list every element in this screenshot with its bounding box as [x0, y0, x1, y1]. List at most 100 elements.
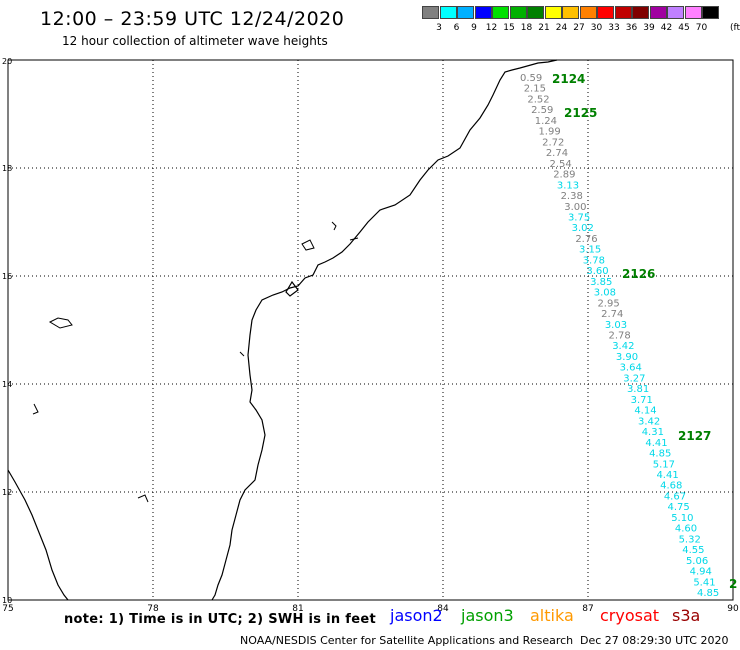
pass-number-label: 2126	[622, 267, 655, 281]
y-tick-label: 14	[2, 380, 12, 389]
wave-height-label: 3.60	[586, 266, 608, 277]
legend-label: 15	[503, 23, 515, 33]
wave-height-label: 4.85	[697, 588, 719, 599]
legend-swatch	[492, 6, 509, 19]
wave-height-label: 3.00	[564, 202, 586, 213]
legend-swatch	[474, 6, 492, 19]
map-frame	[7, 59, 734, 601]
legend-swatch	[527, 6, 544, 19]
legend-swatch	[562, 6, 579, 19]
legend-label: 18	[520, 23, 533, 33]
wave-height-label: 4.67	[664, 491, 686, 502]
legend-label: 36	[625, 23, 638, 33]
wave-height-label: 4.85	[649, 449, 671, 460]
wave-height-label: 2.95	[597, 298, 619, 309]
wave-height-label: 2.59	[531, 105, 553, 116]
x-tick-label: 84	[437, 604, 449, 614]
legend-swatch	[632, 6, 649, 19]
river-delta	[285, 280, 299, 297]
y-tick-label: 10	[2, 596, 12, 605]
legend-label: 45	[678, 23, 690, 33]
legend-label: 33	[608, 23, 620, 33]
island-7	[239, 351, 245, 357]
y-tick-label: 18	[2, 164, 12, 173]
wave-height-label: 3.13	[557, 180, 579, 191]
wave-height-label: 4.60	[675, 524, 697, 535]
wave-height-label: 2.74	[546, 148, 568, 159]
wave-height-label: 2.52	[527, 94, 549, 105]
wave-height-label: 0.59	[520, 73, 542, 84]
legend-label: 39	[643, 23, 655, 33]
wave-height-label: 2.38	[561, 191, 583, 202]
wave-height-label: 3.03	[605, 320, 627, 331]
island-2	[32, 403, 39, 415]
sat-jason2: jason2	[390, 606, 443, 625]
wave-height-label: 5.06	[686, 556, 708, 567]
legend-swatch	[597, 6, 614, 19]
legend-swatch	[544, 6, 562, 19]
y-tick-label: 20	[2, 57, 12, 66]
legend-swatch	[457, 6, 474, 19]
wave-height-label: 4.55	[682, 545, 704, 556]
legend-label: 70	[695, 23, 708, 33]
wave-height-label: 4.75	[668, 502, 690, 513]
wave-height-label: 2.74	[601, 309, 623, 320]
altimeter-track: 0.592.152.522.591.241.992.722.742.542.89…	[520, 72, 737, 599]
wave-height-label: 3.42	[612, 341, 634, 352]
legend-label: 24	[555, 23, 568, 33]
island-4	[301, 239, 315, 251]
wave-height-label: 5.32	[679, 534, 701, 545]
x-tick-label: 75	[2, 604, 13, 614]
wave-height-label: 3.02	[572, 223, 594, 234]
wave-height-label: 3.78	[583, 255, 605, 266]
sat-cryosat: cryosat	[600, 606, 660, 625]
map-subtitle: 12 hour collection of altimeter wave hei…	[62, 34, 328, 48]
pass-number-label: 2	[729, 577, 737, 591]
credit: NOAA/NESDIS Center for Satellite Applica…	[240, 634, 574, 647]
sat-altika: altika	[530, 606, 574, 625]
map-grid	[8, 60, 733, 600]
coastline-india	[211, 59, 558, 601]
wave-height-label: 4.41	[645, 438, 667, 449]
pass-number-label: 2125	[564, 106, 597, 120]
wave-height-label: 1.99	[538, 127, 560, 138]
legend-swatch	[422, 6, 439, 19]
coastline-west	[7, 469, 69, 601]
legend-label: 3	[436, 23, 442, 33]
legend-swatch	[614, 6, 632, 19]
wave-height-label: 2.72	[542, 137, 564, 148]
wave-height-label: 3.15	[579, 245, 601, 256]
wave-height-label: 4.94	[690, 567, 712, 578]
legend-label: 21	[538, 23, 550, 33]
legend-label: 42	[660, 23, 673, 33]
pass-number-label: 2127	[678, 429, 711, 443]
footer-note: note: 1) Time is in UTC; 2) SWH is in fe…	[64, 612, 376, 627]
wave-height-label: 4.41	[656, 470, 678, 481]
island-5	[331, 221, 337, 231]
legend-swatch	[702, 6, 719, 19]
x-tick-label: 90	[727, 604, 739, 614]
wave-height-label: 3.08	[594, 288, 616, 299]
wave-height-label: 1.24	[535, 116, 557, 127]
legend-swatch	[684, 6, 702, 19]
wave-height-label: 2.78	[609, 331, 631, 342]
timestamp: Dec 27 08:29:30 UTC 2020	[580, 634, 729, 647]
legend-unit: (ft)	[730, 23, 740, 33]
map-title: 12:00 – 23:59 UTC 12/24/2020	[40, 8, 345, 30]
wave-height-label: 4.68	[660, 481, 682, 492]
wave-height-label: 3.81	[627, 384, 649, 395]
island-6	[349, 237, 359, 241]
wave-height-label: 3.64	[620, 363, 642, 374]
wave-height-label: 3.42	[638, 416, 660, 427]
x-tick-label: 87	[582, 604, 593, 614]
legend-label: 12	[485, 23, 498, 33]
wave-height-label: 2.76	[575, 234, 597, 245]
wave-height-label: 3.75	[568, 212, 590, 223]
legend-swatch	[649, 6, 667, 19]
wave-height-label: 3.90	[616, 352, 638, 363]
pass-number-label: 2124	[552, 72, 585, 86]
y-tick-label: 12	[2, 488, 12, 497]
wave-height-label: 2.15	[524, 84, 546, 95]
wave-height-label: 3.85	[590, 277, 612, 288]
